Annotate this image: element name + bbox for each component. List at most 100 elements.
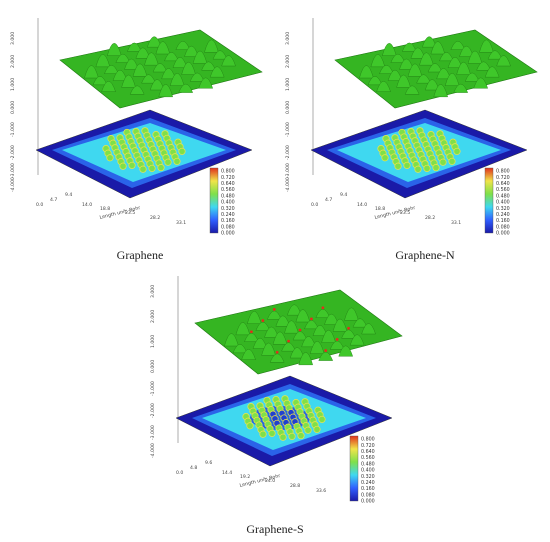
z-tick: 0.000 [10, 101, 16, 114]
sulfur-marker [272, 308, 276, 311]
sulfur-marker [310, 317, 313, 321]
colorbar-label: 0.800 [496, 169, 510, 175]
surface-peak [433, 84, 448, 98]
colorbar-label: 0.080 [221, 224, 235, 230]
contour-peak [106, 154, 114, 162]
colorbar-label: 0.320 [361, 474, 375, 480]
x-tick: 9.4 [340, 192, 347, 198]
contour-map [310, 109, 528, 199]
surface-peak [404, 85, 420, 95]
surface-peak [101, 81, 116, 92]
x-tick: 24.0 [265, 478, 275, 484]
contour-peak [148, 164, 156, 172]
colorbar-label: 0.320 [221, 206, 235, 212]
colorbar-label: 0.240 [361, 480, 375, 486]
colorbar-label: 0.400 [221, 200, 235, 206]
caption-graphene-s: Graphene-S [246, 522, 304, 536]
z-tick: -4.000 [10, 177, 16, 192]
x-tick: 4.7 [325, 197, 332, 203]
colorbar-label: 0.560 [361, 455, 375, 461]
z-tick: -3.000 [10, 163, 16, 178]
surface-peak [318, 351, 334, 361]
surface-peak [361, 323, 376, 335]
z-tick: 1.000 [150, 335, 156, 348]
contour-peak [139, 165, 147, 173]
x-tick: 28.2 [425, 215, 435, 221]
contour-peak [381, 154, 389, 162]
contour-peak [439, 158, 447, 166]
surface-plot-graphene-n: 3.000 2.000 1.000 0.000 -1.000 -2.000 -3… [285, 18, 538, 237]
z-tick: -1.000 [10, 122, 16, 137]
x-tick: 4.7 [50, 197, 57, 203]
z-tick: -2.000 [285, 145, 291, 160]
surface-peak [349, 334, 365, 346]
surface-peak [376, 81, 391, 92]
z-tick: -3.000 [150, 425, 156, 440]
z-tick: -3.000 [285, 163, 291, 178]
surface-peak [338, 345, 353, 357]
surface-peaks [224, 304, 376, 366]
contour-peak [268, 429, 276, 437]
contour-map [35, 109, 253, 199]
contour-peak [178, 147, 186, 155]
surface-peak [382, 43, 397, 56]
contour-peak [259, 430, 267, 438]
z-tick: -4.000 [150, 443, 156, 458]
caption-graphene-n: Graphene-N [395, 248, 455, 262]
z-tick: -2.000 [10, 145, 16, 160]
colorbar: 0.8000.7200.6400.5600.4800.4000.3200.240… [484, 167, 510, 237]
x-tick: 18.8 [375, 206, 385, 212]
x-tick: 19.2 [240, 474, 250, 480]
x-tick: 14.4 [222, 470, 232, 476]
sulfur-marker [261, 319, 265, 322]
contour-peak [403, 161, 411, 169]
caption-graphene: Graphene [116, 248, 164, 262]
contour-peak [119, 162, 127, 170]
contour-peak [318, 415, 326, 423]
figure-panel-graphene: 3.000 2.000 1.000 0.000 -1.000 -2.000 -3… [0, 0, 275, 245]
x-tick: 0.0 [176, 470, 183, 476]
surface-mesh [194, 289, 403, 375]
colorbar-label: 0.640 [361, 449, 375, 455]
x-tick: 28.2 [150, 215, 160, 221]
colorbar: 0.8000.7200.6400.5600.4800.4000.3200.240… [209, 167, 235, 237]
contour-map [175, 375, 393, 467]
colorbar: 0.8000.7200.6400.5600.4800.4000.3200.240… [349, 435, 375, 505]
contour-peak [453, 147, 461, 155]
sulfur-marker [287, 339, 290, 343]
surface-peak [484, 66, 500, 78]
colorbar-label: 0.720 [221, 175, 235, 181]
colorbar-label: 0.480 [496, 193, 510, 199]
colorbar-label: 0.800 [221, 169, 235, 175]
z-tick: -1.000 [150, 381, 156, 396]
x-tick: 33.1 [176, 220, 186, 226]
contour-peak [279, 433, 287, 441]
contour-peak [304, 426, 312, 434]
z-tick: -2.000 [150, 403, 156, 418]
z-axis-ticks: 3.000 2.000 1.000 0.000 -1.000 -2.000 -3… [150, 285, 156, 458]
contour-peaks [102, 127, 186, 173]
colorbar-label: 0.480 [221, 193, 235, 199]
colorbar-label: 0.080 [361, 492, 375, 498]
contour-peak [394, 162, 402, 170]
surface-peak [269, 353, 285, 363]
x-tick: 14.0 [357, 202, 367, 208]
z-tick: 0.000 [285, 101, 291, 114]
surface-peak [453, 83, 469, 93]
z-tick: 2.000 [10, 55, 16, 68]
contour-peak [288, 432, 296, 440]
x-axis-ticks: 0.0 4.7 9.4 14.0 18.8 23.5 28.2 33.1 [311, 192, 461, 226]
surface-peak [209, 66, 225, 78]
colorbar-label: 0.720 [496, 175, 510, 181]
colorbar-label: 0.720 [361, 443, 375, 449]
x-tick: 33.6 [316, 488, 326, 494]
sulfur-marker [335, 338, 339, 341]
surface-peaks [84, 36, 236, 98]
z-tick: 2.000 [285, 55, 291, 68]
sulfur-marker [324, 349, 328, 352]
z-axis-ticks: 3.000 2.000 1.000 0.000 -1.000 -2.000 -3… [285, 32, 291, 192]
x-tick: 33.1 [451, 220, 461, 226]
colorbar-label: 0.160 [361, 486, 375, 492]
contour-peak [128, 161, 136, 169]
colorbar-label: 0.640 [221, 181, 235, 187]
